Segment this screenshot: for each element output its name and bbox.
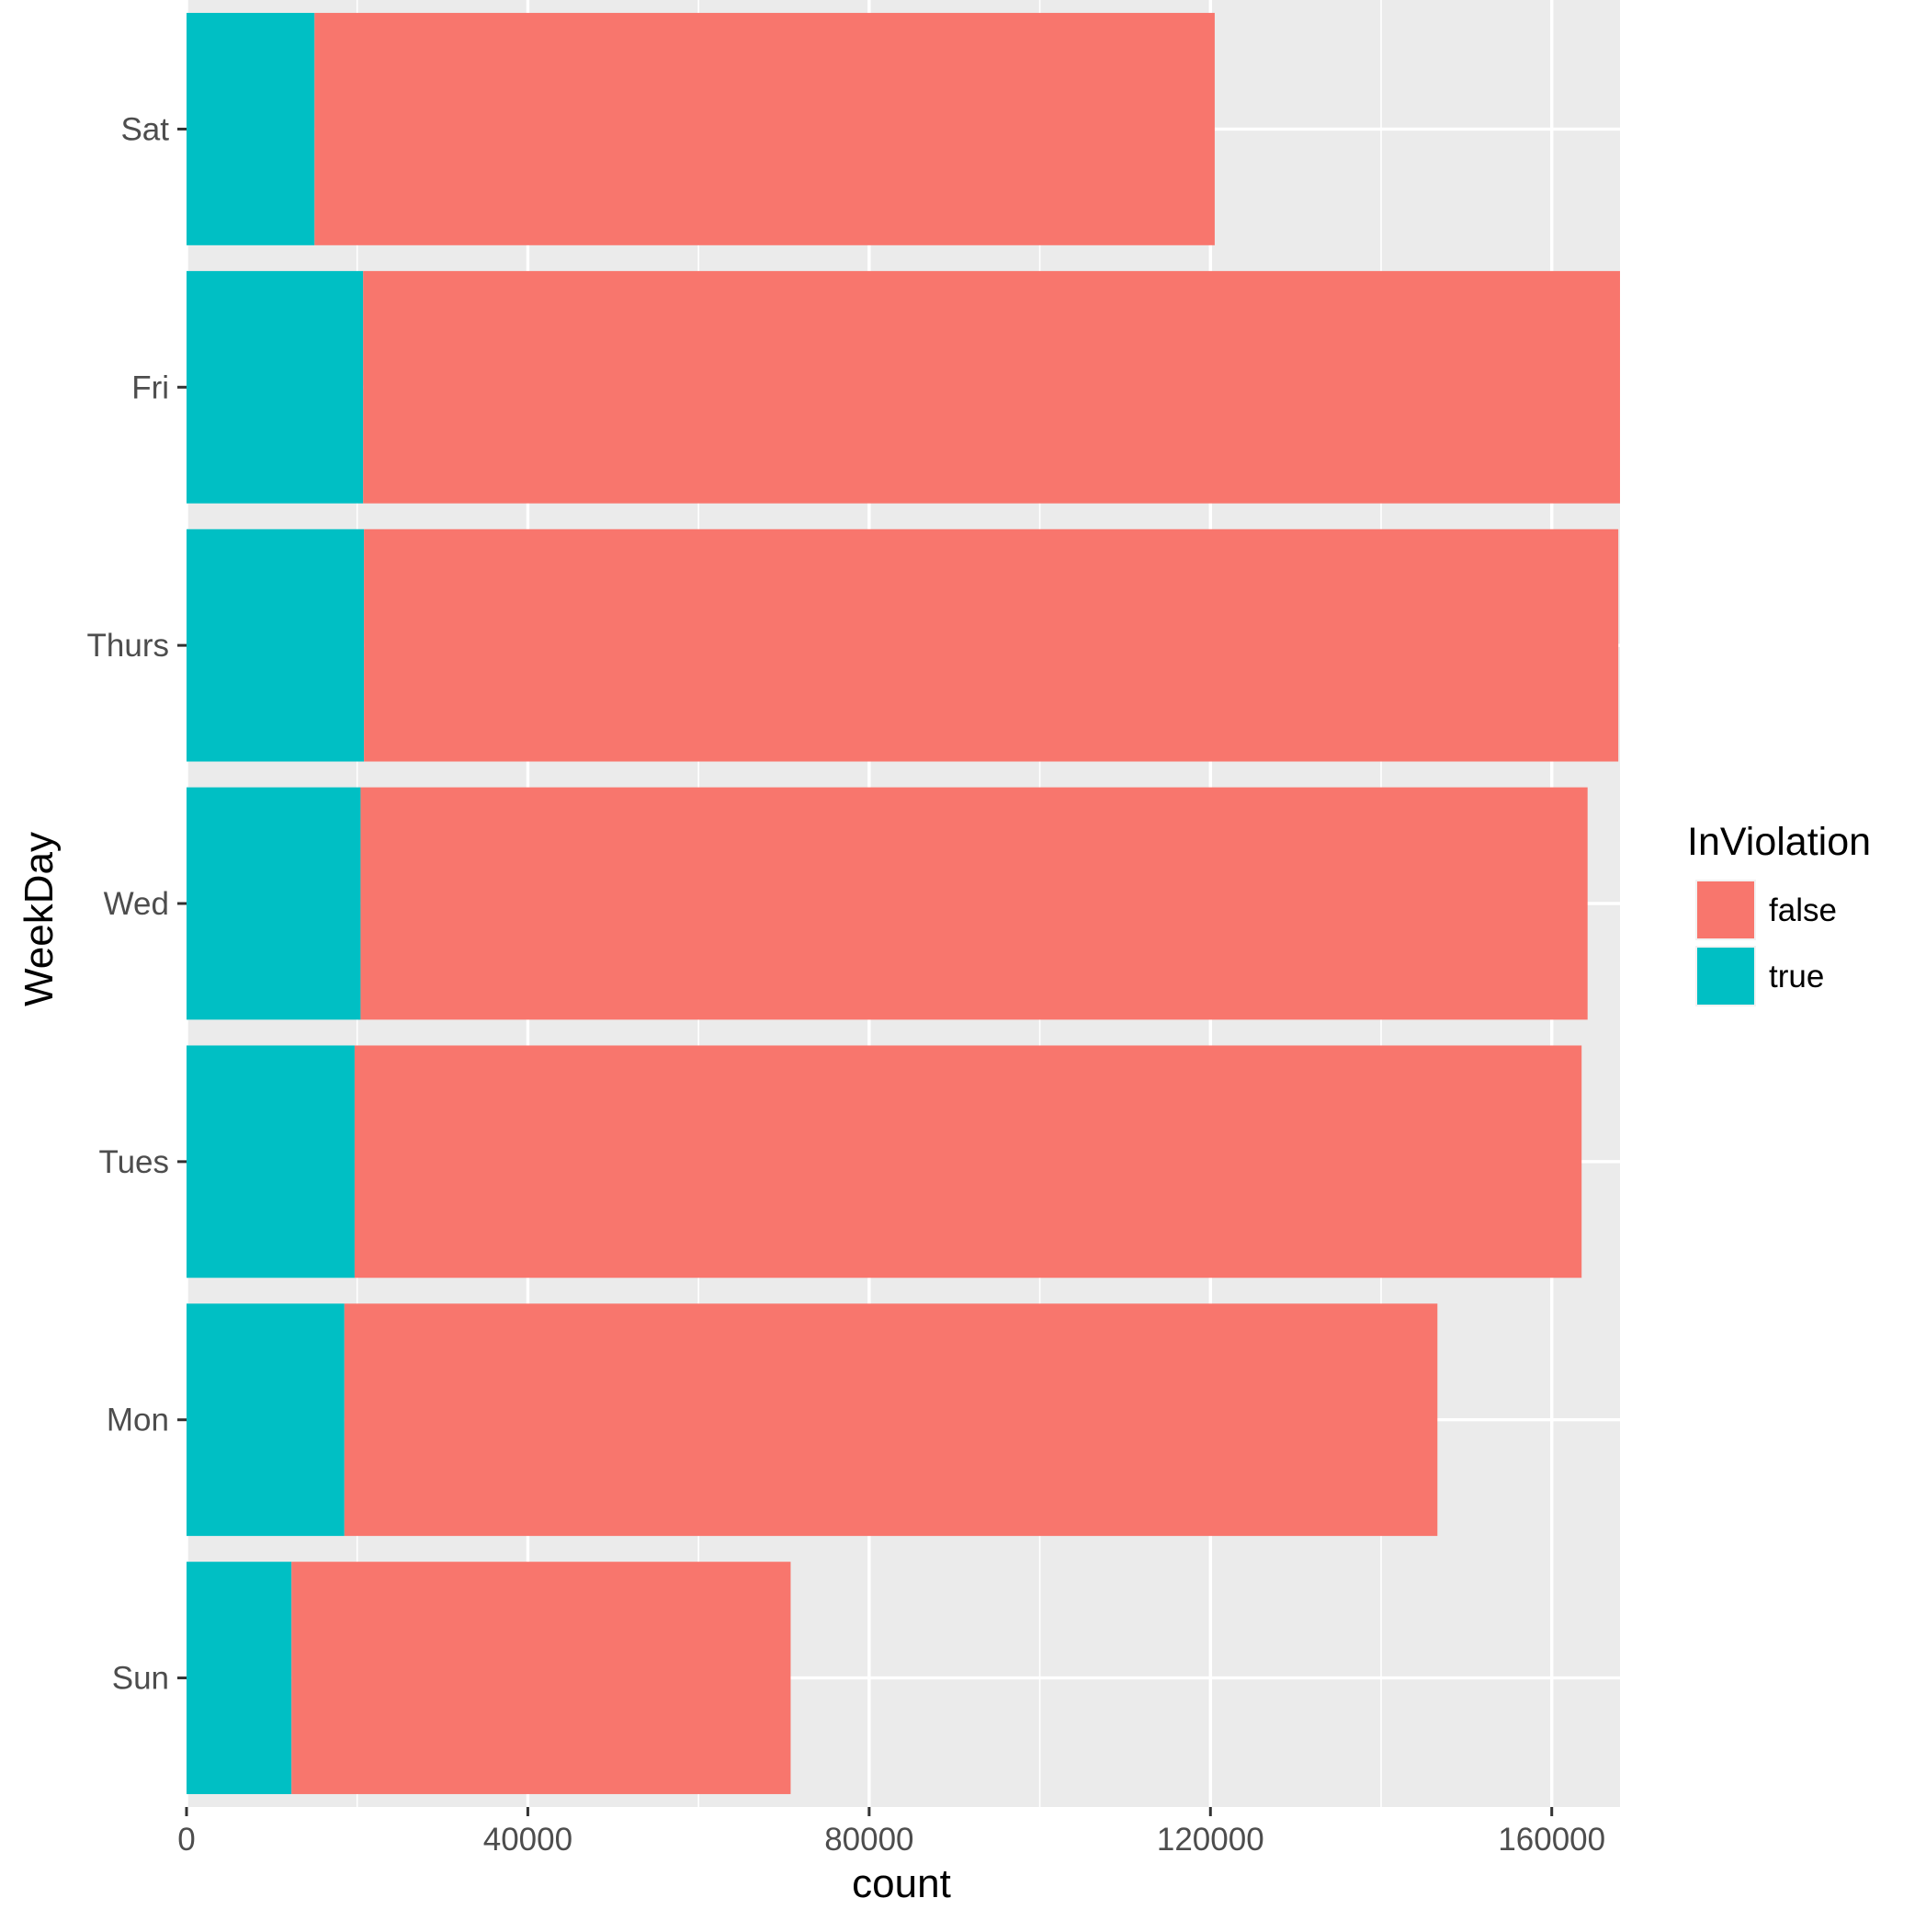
legend-label-false: false (1769, 892, 1837, 928)
legend-label-true: true (1769, 959, 1824, 994)
bar-mon-false (344, 1303, 1438, 1537)
x-axis-title: count (852, 1861, 951, 1906)
y-tick-label: Sat (120, 111, 169, 147)
legend-title: InViolation (1687, 820, 1871, 864)
bar-sun-true (187, 1562, 292, 1794)
legend-key-true (1697, 948, 1754, 1005)
bar-thurs-true (187, 528, 365, 762)
y-tick-label: Tues (98, 1144, 169, 1180)
y-axis-title: WeekDay (17, 832, 62, 1006)
y-tick-label: Wed (104, 886, 169, 922)
bar-fri-false (363, 270, 1620, 504)
x-tick-label: 120000 (1157, 1822, 1264, 1858)
bar-wed-false (360, 787, 1588, 1020)
bar-thurs-false (364, 528, 1619, 762)
bars (187, 13, 1620, 1794)
y-tick-label: Sun (112, 1661, 169, 1697)
bar-wed-true (187, 787, 361, 1020)
axes: Sun Mon Tues Wed Thurs Fri Sat 0 40000 80000 12000… (87, 111, 1606, 1858)
bar-sat-false (314, 13, 1215, 245)
y-tick-label: Thurs (87, 628, 169, 664)
x-tick-label: 40000 (483, 1822, 572, 1858)
bar-tues-false (354, 1045, 1582, 1279)
legend: InViolation false true (1687, 820, 1871, 1006)
bar-sun-false (291, 1562, 791, 1794)
y-tick-label: Mon (107, 1403, 169, 1438)
bar-mon-true (187, 1303, 345, 1537)
legend-key-false (1697, 881, 1754, 938)
x-tick-label: 80000 (824, 1822, 913, 1858)
bar-sat-true (187, 13, 315, 245)
bar-fri-true (187, 270, 364, 504)
x-tick-label: 160000 (1498, 1822, 1605, 1858)
y-tick-label: Fri (131, 369, 169, 405)
bar-tues-true (187, 1045, 355, 1279)
x-tick-label: 0 (177, 1822, 195, 1858)
